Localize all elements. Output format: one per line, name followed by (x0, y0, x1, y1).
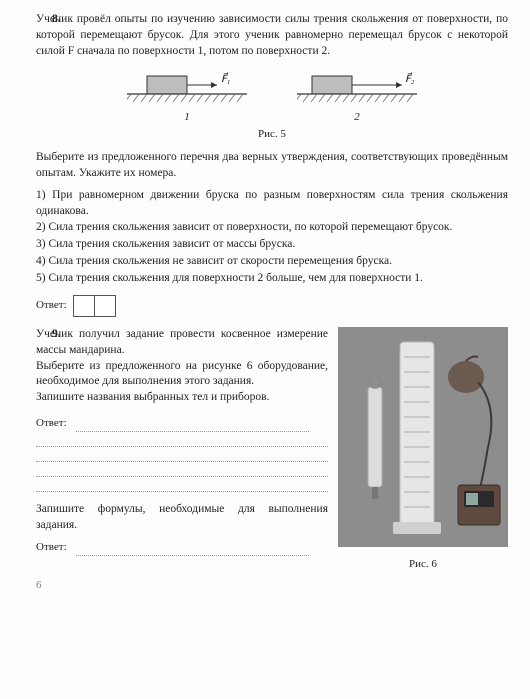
q8-instruction: Выберите из предложенного перечня два ве… (36, 150, 508, 182)
q8-opt2: 2) Сила трения скольжения зависит от пов… (36, 220, 508, 236)
q8-answer-box-2[interactable] (95, 295, 116, 317)
q8-opt1: 1) При равномерном движении бруска по ра… (36, 188, 508, 220)
q8-opt4: 4) Сила трения скольжения не зависит от … (36, 254, 508, 270)
page-number: 6 (36, 578, 508, 593)
svg-text:F⃗₁: F⃗₁ (221, 72, 230, 85)
figure-6-caption: Рис. 6 (338, 557, 508, 572)
answer-line[interactable] (76, 541, 310, 556)
q9-text2: Выберите из предложенного на рисунке 6 о… (36, 359, 328, 391)
friction-diagram-2: F⃗₂ (297, 68, 417, 108)
answer-line[interactable] (36, 462, 328, 477)
equipment-photo (338, 327, 508, 547)
q9-number: 9. (52, 327, 61, 343)
q9-text4: Запишите формулы, необходимые для выполн… (36, 502, 328, 534)
fig2-label: 2 (354, 110, 360, 125)
svg-text:F⃗₂: F⃗₂ (405, 72, 415, 85)
figure-5: F⃗₁ 1 (36, 68, 508, 125)
friction-diagram-1: F⃗₁ (127, 68, 247, 108)
answer-line[interactable] (36, 447, 328, 462)
q8-number: 8. (52, 12, 61, 28)
figure-5-caption: Рис. 5 (36, 127, 508, 142)
q9-answer-label-1: Ответ: (36, 417, 67, 429)
answer-line[interactable] (36, 477, 328, 492)
q8-opt5: 5) Сила трения скольжения для поверхност… (36, 271, 508, 287)
q8-answer-label: Ответ: (36, 298, 67, 313)
q8-options: 1) При равномерном движении бруска по ра… (36, 188, 508, 287)
answer-line[interactable] (36, 432, 328, 447)
q9-text3: Запишите названия выбранных тел и прибор… (36, 390, 328, 406)
q8-opt3: 3) Сила трения скольжения зависит от мас… (36, 237, 508, 253)
fig1-label: 1 (184, 110, 190, 125)
q9-answer-label-2: Ответ: (36, 541, 67, 553)
q8-answer-box-1[interactable] (73, 295, 95, 317)
q8-text: Ученик провёл опыты по изучению зависимо… (36, 12, 508, 60)
answer-line[interactable] (76, 417, 310, 432)
q9-text1: Ученик получил задание провести косвенно… (36, 327, 328, 359)
